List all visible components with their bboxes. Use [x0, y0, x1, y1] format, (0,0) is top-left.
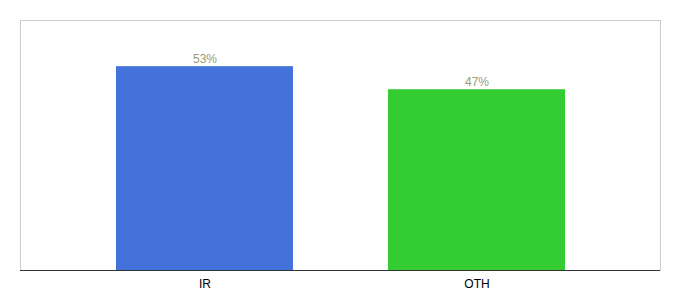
svg-text:47%: 47%	[465, 75, 489, 89]
svg-text:IR: IR	[199, 277, 211, 291]
svg-text:53%: 53%	[193, 52, 217, 66]
svg-text:OTH: OTH	[464, 277, 489, 291]
